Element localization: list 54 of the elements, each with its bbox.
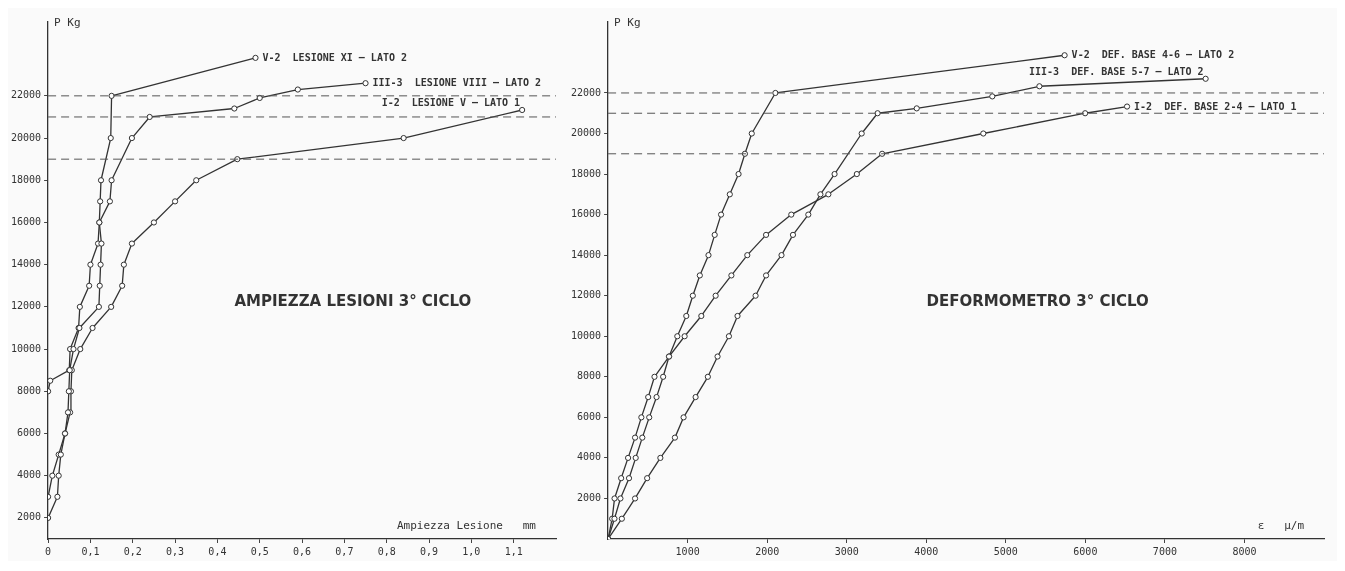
- x-tick-label: 0,7: [335, 545, 354, 557]
- x-tick-label: 0,5: [250, 545, 269, 557]
- x-tick-label: 0,4: [208, 545, 227, 557]
- x-tick-label: 7000: [1152, 545, 1177, 557]
- y-tick-label: 6000: [577, 410, 602, 422]
- y-tick-label: 8000: [17, 384, 42, 396]
- series-label: III-3 DEF. BASE 5-7 — LATO 2: [1029, 65, 1204, 77]
- y-tick-label: 2000: [577, 492, 602, 504]
- y-tick-label: 18000: [570, 167, 602, 179]
- y-axis-title: P Kg: [614, 16, 641, 29]
- series-label: III-3 LESIONE VIII — LATO 2: [372, 77, 542, 89]
- y-tick-label: 10000: [10, 342, 42, 354]
- x-tick-label: 0,3: [166, 545, 185, 557]
- y-tick-label: 16000: [10, 216, 42, 228]
- x-tick-label: 0,9: [419, 545, 439, 557]
- x-tick-label: 0,6: [293, 545, 312, 557]
- x-tick-label: 1,1: [504, 545, 523, 557]
- y-tick-label: 4000: [577, 451, 602, 463]
- y-tick-label: 16000: [570, 208, 602, 220]
- annotation: AMPIEZZA LESIONI 3° CICLO: [234, 292, 472, 311]
- x-tick-label: 3000: [834, 545, 859, 557]
- x-tick-label: 1000: [675, 545, 700, 557]
- y-tick-label: 4000: [17, 469, 42, 481]
- x-tick-label: 4000: [914, 545, 939, 557]
- x-tick-label: 8000: [1232, 545, 1257, 557]
- x-tick-label: 0: [45, 545, 52, 557]
- y-tick-label: 18000: [10, 173, 42, 185]
- y-tick-label: 12000: [570, 289, 602, 301]
- y-tick-label: 2000: [17, 511, 42, 523]
- x-tick-label: 6000: [1073, 545, 1098, 557]
- x-tick-label: 2000: [755, 545, 780, 557]
- x-tick-label: 0,8: [377, 545, 396, 557]
- x-axis-title: ε μ/m: [1257, 519, 1305, 532]
- series-label: V-2 DEF. BASE 4-6 — LATO 2: [1071, 49, 1235, 61]
- annotation: DEFORMOMETRO 3° CICLO: [926, 292, 1149, 311]
- y-tick-label: 14000: [570, 248, 602, 260]
- y-tick-label: 22000: [570, 86, 602, 98]
- series-label: I-2 LESIONE V — LATO 1: [381, 97, 521, 108]
- y-tick-label: 20000: [570, 127, 602, 139]
- x-tick-label: 1,0: [462, 545, 481, 557]
- y-tick-label: 14000: [10, 258, 42, 270]
- y-tick-label: 22000: [10, 89, 42, 101]
- x-axis-title: Ampiezza Lesione mm: [396, 519, 537, 532]
- series-label: I-2 DEF. BASE 2-4 — LATO 1: [1134, 100, 1297, 112]
- y-tick-label: 10000: [570, 329, 602, 341]
- x-tick-label: 0,1: [81, 545, 100, 557]
- series-label: V-2 LESIONE XI — LATO 2: [262, 51, 407, 63]
- x-tick-label: 0,2: [123, 545, 142, 557]
- y-tick-label: 12000: [10, 300, 42, 312]
- y-tick-label: 6000: [17, 427, 42, 439]
- y-tick-label: 20000: [10, 131, 42, 143]
- x-tick-label: 5000: [993, 545, 1018, 557]
- y-tick-label: 8000: [577, 370, 602, 382]
- y-axis-title: P Kg: [54, 16, 81, 29]
